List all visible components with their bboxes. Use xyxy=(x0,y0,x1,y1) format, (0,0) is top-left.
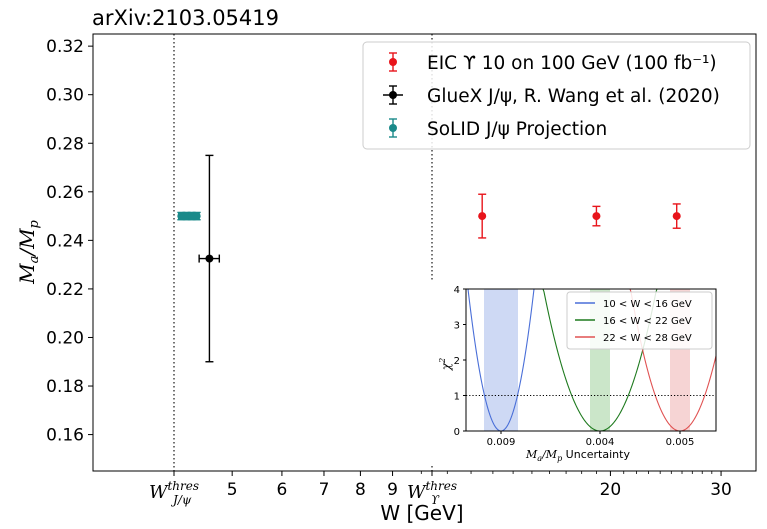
uncertainty-band xyxy=(484,289,518,431)
inset-y-tick-label: 2 xyxy=(454,356,460,367)
inset-legend-box xyxy=(566,291,713,350)
main-plot-frame xyxy=(92,33,757,472)
y-tick-label: 0.24 xyxy=(46,231,84,251)
x-axis-label: W [GeV] xyxy=(380,501,463,525)
legend-marker-point xyxy=(389,124,397,132)
inset-x-axis-label: Ma/Mp Uncertainty xyxy=(525,448,630,463)
inset-x-tick-label: 0.005 xyxy=(666,437,695,448)
inset-chi2-plot: 0 1 2 3 4 0.009 0.004 0.005 Ma/Mp Uncertainty χ2 1… xyxy=(420,280,730,465)
inset-y-tick-label: 3 xyxy=(454,321,460,332)
legend-marker-point xyxy=(389,91,397,99)
y-tick-label: 0.18 xyxy=(46,377,84,397)
x-tick-label-threshold: Wthres J/ψ xyxy=(149,479,199,507)
inset-legend-label: 22 < W < 28 GeV xyxy=(603,333,692,344)
legend-entry-label: EIC ϒ 10 on 100 GeV (100 fb⁻¹) xyxy=(427,53,717,74)
eic-upsilon-point xyxy=(478,212,487,221)
x-tick-label: 6 xyxy=(277,480,288,500)
inset-legend-label: 10 < W < 16 GeV xyxy=(603,299,692,310)
y-tick-label: 0.28 xyxy=(46,134,84,154)
inset-y-tick-label: 4 xyxy=(454,285,460,296)
x-tick-label-threshold: Wthres ϒ xyxy=(407,479,457,507)
y-tick-label: 0.30 xyxy=(46,86,84,106)
legend-entry-label: SoLID J/ψ Projection xyxy=(427,119,607,140)
gluex-jpsi-point xyxy=(205,254,214,263)
legend-entry-label: GlueX J/ψ, R. Wang et al. (2020) xyxy=(427,86,720,107)
inset-x-tick-label: 0.009 xyxy=(487,437,516,448)
y-tick-label: 0.32 xyxy=(46,37,84,57)
inset-y-tick-label: 1 xyxy=(454,392,460,403)
y-axis-label: Ma/Mp xyxy=(15,219,42,284)
inset-y-axis-label: χ2 xyxy=(438,358,453,371)
arxiv-id: arXiv:2103.05419 xyxy=(92,6,279,30)
legend-marker-point xyxy=(389,58,397,66)
inset-x-tick-label: 0.004 xyxy=(586,437,615,448)
legend-box xyxy=(362,41,751,150)
x-tick-label: 20 xyxy=(600,480,622,500)
eic-upsilon-point xyxy=(672,212,681,221)
y-tick-label: 0.22 xyxy=(46,280,84,300)
solid-jpsi-point xyxy=(192,212,201,221)
y-tick-label: 0.16 xyxy=(46,426,84,446)
x-tick-label: 8 xyxy=(355,480,366,500)
main-plot-area: 0.16 0.18 0.20 0.22 0.24 0.26 0.28 0.30 0.32 Wthr… xyxy=(15,33,757,525)
inset-legend-label: 16 < W < 22 GeV xyxy=(603,316,692,327)
x-tick-label: 30 xyxy=(710,480,732,500)
eic-upsilon-point xyxy=(592,212,601,221)
x-tick-label: 7 xyxy=(319,480,330,500)
inset-y-tick-label: 0 xyxy=(454,427,460,438)
y-tick-label: 0.26 xyxy=(46,183,84,203)
y-tick-label: 0.20 xyxy=(46,328,84,348)
x-tick-label: 9 xyxy=(387,480,398,500)
chi2-curve xyxy=(629,288,717,432)
x-tick-label: 5 xyxy=(227,480,238,500)
